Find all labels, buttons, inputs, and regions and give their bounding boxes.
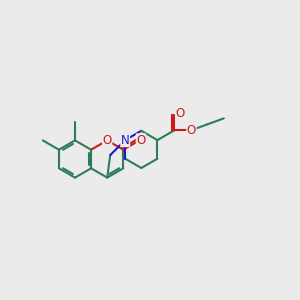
Text: O: O [103, 134, 112, 147]
Text: O: O [136, 134, 146, 147]
Text: O: O [187, 124, 196, 137]
Text: N: N [121, 134, 130, 147]
Text: O: O [176, 107, 185, 120]
